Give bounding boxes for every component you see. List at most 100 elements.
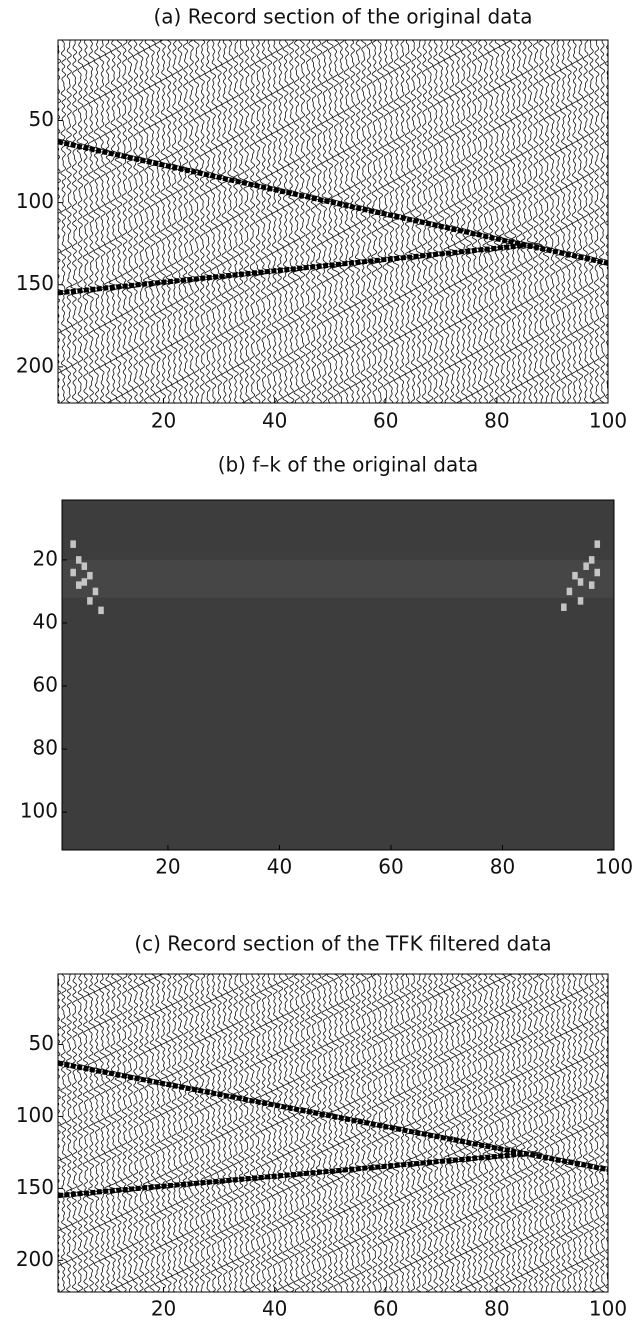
trace: [498, 40, 511, 403]
trace: [309, 974, 322, 1292]
trace: [391, 974, 407, 1292]
trace: [576, 40, 590, 403]
y-tick-label: 40: [33, 609, 58, 633]
trace: [432, 40, 444, 403]
trace: [486, 974, 501, 1292]
trace: [304, 974, 314, 1292]
x-tick-label: 80: [484, 409, 509, 433]
y-tick-label: 80: [33, 736, 58, 760]
trace: [564, 974, 578, 1292]
trace: [176, 974, 187, 1292]
trace: [147, 40, 162, 403]
trace: [93, 974, 105, 1292]
trace: [193, 974, 204, 1292]
trace: [386, 974, 401, 1292]
spectrum-spot: [588, 581, 595, 589]
trace: [386, 40, 401, 403]
trace: [587, 974, 600, 1292]
trace: [447, 40, 463, 403]
trace: [254, 40, 267, 403]
panel-title: (a) Record section of the original data: [153, 5, 532, 29]
trace: [282, 40, 293, 403]
trace: [298, 40, 312, 403]
trace: [121, 40, 132, 403]
trace: [193, 40, 204, 403]
trace: [526, 40, 544, 403]
trace: [549, 40, 558, 403]
trace: [209, 974, 222, 1292]
trace: [504, 40, 516, 403]
trace: [486, 40, 501, 403]
plot-area: [62, 500, 614, 850]
trace: [304, 40, 314, 403]
plot-area: [58, 974, 608, 1292]
x-tick-label: 40: [267, 855, 292, 879]
trace: [493, 974, 504, 1292]
trace: [477, 974, 488, 1292]
plot-area: [58, 40, 608, 403]
y-tick-label: 150: [16, 1175, 54, 1199]
trace: [354, 974, 368, 1292]
y-tick-label: 100: [16, 1103, 54, 1127]
x-tick-label: 20: [151, 409, 176, 433]
x-tick-label: 80: [484, 1297, 509, 1321]
trace: [326, 40, 337, 403]
trace: [465, 974, 478, 1292]
trace: [571, 974, 581, 1292]
trace: [147, 974, 162, 1292]
y-tick-label: 200: [16, 1247, 54, 1271]
trace: [438, 974, 449, 1292]
trace: [76, 40, 89, 403]
trace: [337, 40, 348, 403]
spectrum-spot: [75, 581, 82, 589]
trace: [371, 40, 384, 403]
trace: [132, 40, 143, 403]
trace: [237, 974, 249, 1292]
trace: [520, 974, 540, 1292]
trace: [515, 974, 529, 1292]
haze: [62, 559, 614, 598]
trace: [108, 40, 124, 403]
trace: [292, 40, 305, 403]
trace: [82, 40, 93, 403]
trace: [360, 40, 371, 403]
trace: [60, 974, 70, 1292]
x-tick-label: 60: [378, 855, 403, 879]
trace: [104, 40, 116, 403]
spectrum-spot: [92, 587, 99, 596]
panel-title: (c) Record section of the TFK filtered d…: [134, 932, 551, 956]
trace: [99, 974, 109, 1292]
trace: [220, 40, 234, 403]
trace: [354, 40, 368, 403]
trace: [526, 974, 544, 1292]
trace: [108, 974, 124, 1292]
y-tick-label: 20: [33, 546, 58, 570]
trace: [543, 40, 555, 403]
trace: [582, 40, 591, 403]
trace: [137, 40, 150, 403]
trace: [171, 40, 184, 403]
trace: [187, 40, 200, 403]
event: [58, 242, 525, 296]
trace: [137, 974, 150, 1292]
y-tick-label: 100: [16, 189, 54, 213]
trace: [276, 40, 289, 403]
trace: [249, 40, 260, 403]
trace: [243, 974, 256, 1292]
spectrum-spot: [588, 556, 595, 564]
trace: [215, 40, 227, 403]
trace: [382, 40, 394, 403]
trace: [60, 40, 70, 403]
x-tick-label: 80: [490, 855, 515, 879]
trace: [348, 974, 362, 1292]
event: [58, 139, 608, 266]
trace: [576, 974, 590, 1292]
trace: [598, 40, 608, 403]
trace: [154, 974, 165, 1292]
trace: [292, 974, 305, 1292]
trace: [58, 40, 68, 403]
trace: [204, 974, 216, 1292]
trace: [432, 974, 444, 1292]
trace: [159, 974, 172, 1292]
spectrum-spot: [577, 597, 584, 605]
